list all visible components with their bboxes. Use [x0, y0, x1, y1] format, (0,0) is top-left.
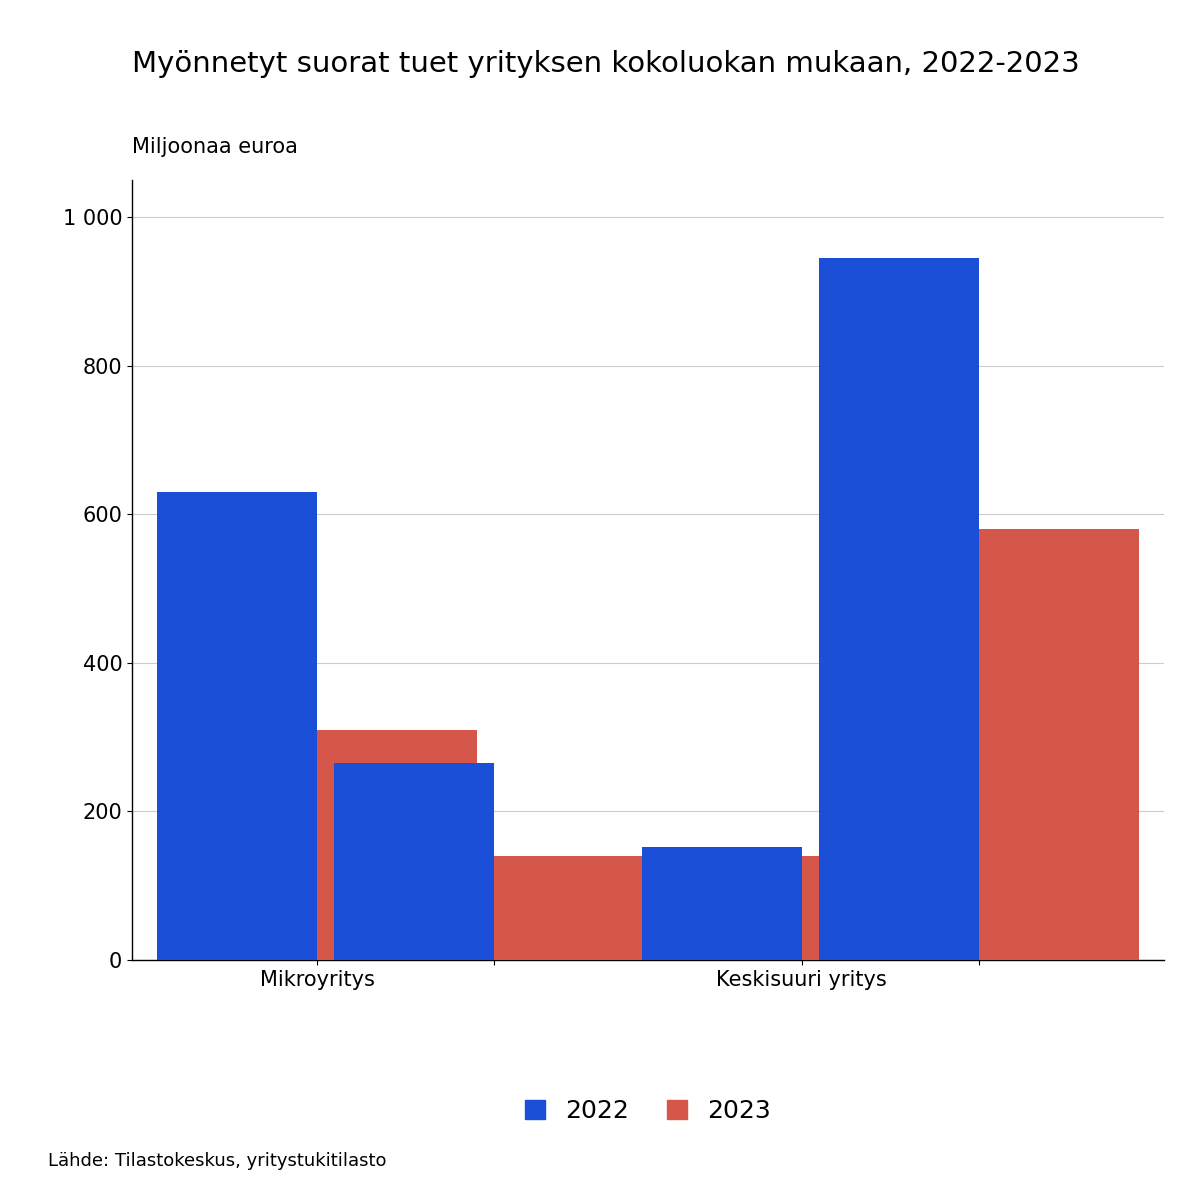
Bar [494, 856, 654, 960]
Bar [317, 730, 478, 960]
Bar [157, 492, 317, 960]
Text: Lähde: Tilastokeskus, yritystukitilasto: Lähde: Tilastokeskus, yritystukitilasto [48, 1152, 386, 1170]
Bar [979, 529, 1139, 960]
Text: Miljoonaa euroa: Miljoonaa euroa [132, 137, 298, 157]
Text: Myönnetyt suorat tuet yrityksen kokoluokan mukaan, 2022-2023: Myönnetyt suorat tuet yrityksen kokoluok… [132, 50, 1080, 78]
Bar [802, 856, 962, 960]
Legend: 2022, 2023: 2022, 2023 [500, 1074, 796, 1148]
Bar [334, 763, 494, 960]
Bar [818, 258, 979, 960]
Bar [642, 847, 802, 960]
